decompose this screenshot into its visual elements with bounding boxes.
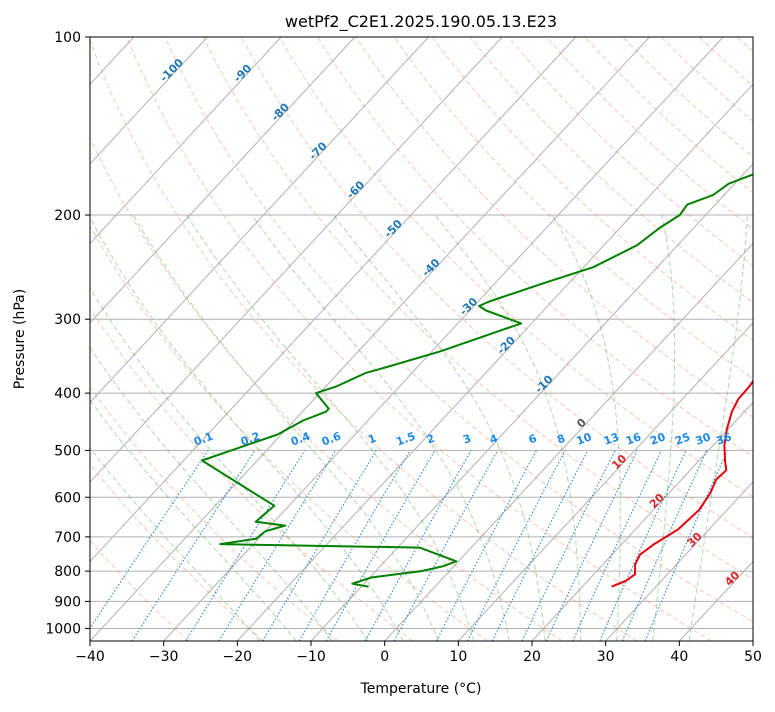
y-axis-label: Pressure (hPa) — [12, 289, 28, 389]
y-tick-label: 900 — [54, 594, 81, 610]
y-tick-label: 600 — [54, 490, 81, 506]
x-tick-label: −30 — [149, 649, 179, 665]
x-tick-label: −40 — [75, 649, 105, 665]
y-tick-label: 200 — [54, 208, 81, 224]
x-tick-label: 40 — [670, 649, 688, 665]
y-tick-label: 1000 — [45, 621, 81, 637]
y-tick-label: 700 — [54, 530, 81, 546]
x-tick-label: 20 — [523, 649, 541, 665]
y-tick-label: 400 — [54, 386, 81, 402]
x-tick-label: −20 — [223, 649, 253, 665]
y-tick-label: 500 — [54, 443, 81, 459]
y-tick-label: 800 — [54, 564, 81, 580]
x-tick-label: 30 — [597, 649, 615, 665]
x-tick-label: 0 — [380, 649, 389, 665]
y-tick-label: 100 — [54, 30, 81, 46]
x-tick-label: 50 — [744, 649, 762, 665]
y-tick-label: 300 — [54, 312, 81, 328]
chart-title: wetPf2_C2E1.2025.190.05.13.E23 — [285, 12, 557, 32]
x-tick-label: 10 — [449, 649, 467, 665]
x-axis-label: Temperature (°C) — [360, 681, 482, 697]
x-tick-label: −10 — [296, 649, 326, 665]
